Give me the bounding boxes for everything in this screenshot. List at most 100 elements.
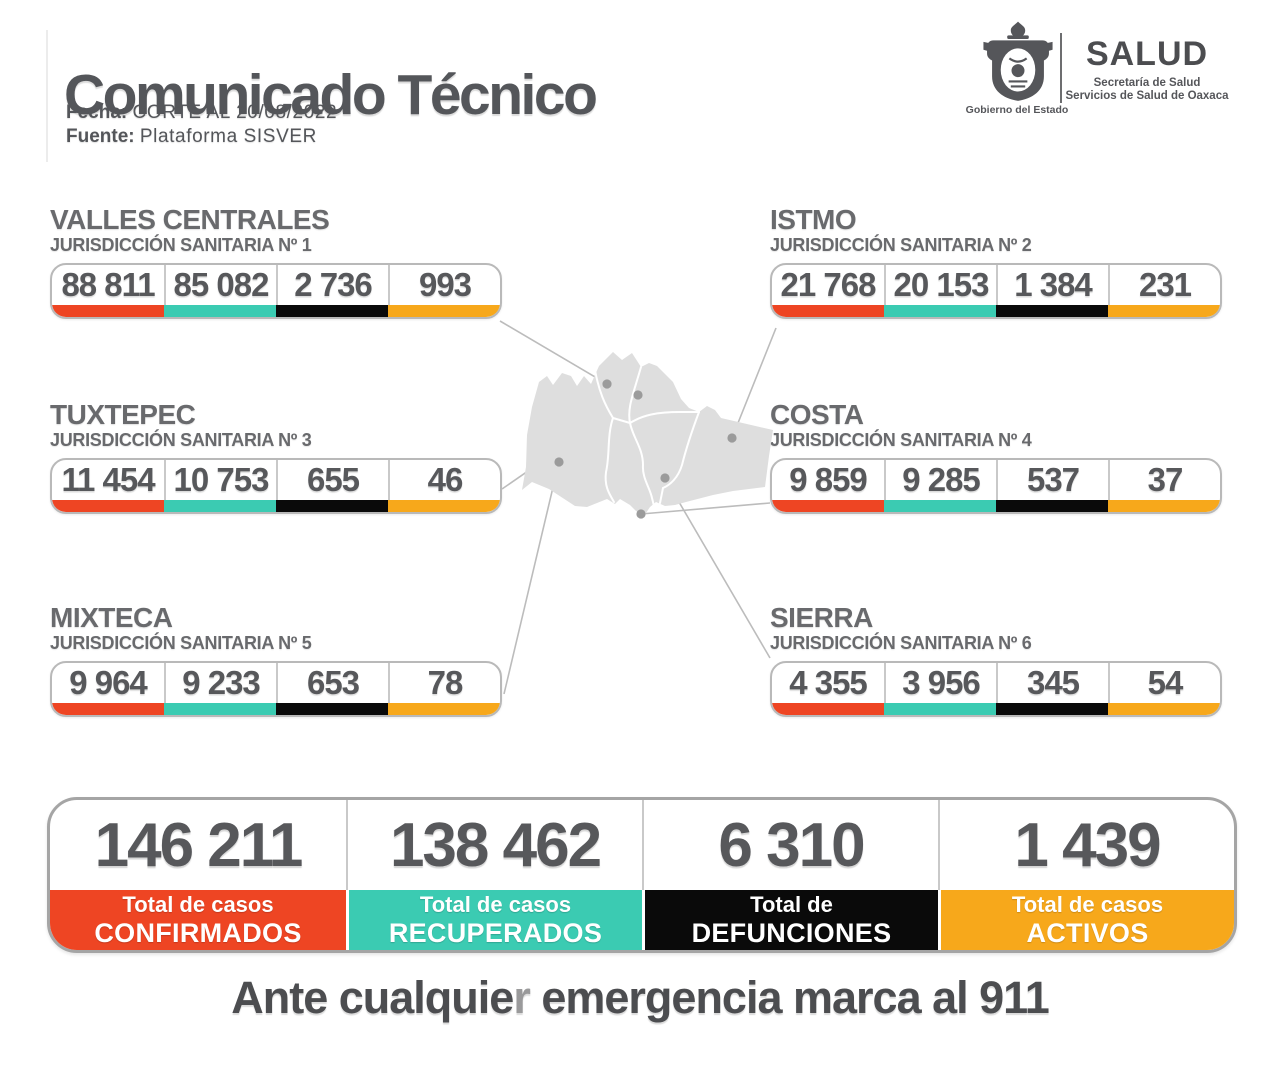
confirmed-color-bar	[52, 703, 164, 715]
emergency-message: Ante cualquier emergencia marca al 911	[231, 972, 1049, 1023]
active-value: 46	[388, 460, 500, 500]
active-cell: 37	[1108, 460, 1220, 512]
active-cell: 46	[388, 460, 500, 512]
region-name: COSTA	[770, 399, 864, 430]
recovered-value: 10 753	[164, 460, 276, 500]
jurisdiction-table: 4 355 3 956 345 54	[770, 661, 1222, 717]
recovered-cell: 3 956	[884, 663, 996, 715]
active-value: 993	[388, 265, 500, 305]
jurisdiction-table: 11 454 10 753 655 46	[50, 458, 502, 514]
jurisdiction-card-sierra: SIERRA JURISDICCIÓN SANITARIA Nº 6 4 355…	[770, 603, 1222, 717]
region-subtitle: JURISDICCIÓN SANITARIA Nº 1	[50, 235, 312, 255]
decorative-left-line	[46, 30, 48, 162]
deaths-value: 2 736	[276, 265, 388, 305]
confirmed-cell: 88 811	[52, 265, 164, 317]
recovered-value: 85 082	[164, 265, 276, 305]
confirmed-cell: 9 964	[52, 663, 164, 715]
jurisdiction-card-valles-centrales: VALLES CENTRALES JURISDICCIÓN SANITARIA …	[50, 205, 502, 319]
deaths-value: 345	[996, 663, 1108, 703]
internal-region-borders	[594, 366, 700, 507]
active-color-bar	[388, 703, 500, 715]
recovered-color-bar	[884, 500, 996, 512]
jurisdiction-card-mixteca: MIXTECA JURISDICCIÓN SANITARIA Nº 5 9 96…	[50, 603, 502, 717]
confirmed-cell: 9 859	[772, 460, 884, 512]
logo-divider	[1060, 33, 1062, 103]
total-recuperados-label: Total de casos RECUPERADOS	[346, 890, 642, 950]
confirmed-color-bar	[772, 305, 884, 317]
jurisdiction-table: 88 811 85 082 2 736 993	[50, 263, 502, 319]
recovered-value: 9 233	[164, 663, 276, 703]
jurisdiction-card-istmo: ISTMO JURISDICCIÓN SANITARIA Nº 2 21 768…	[770, 205, 1222, 319]
connector-lines	[499, 320, 777, 695]
active-color-bar	[1108, 305, 1220, 317]
state-coat-of-arms-icon	[982, 20, 1054, 109]
deaths-cell: 345	[996, 663, 1108, 715]
total-activos-label: Total de casos ACTIVOS	[938, 890, 1234, 950]
jurisdiction-table: 21 768 20 153 1 384 231	[770, 263, 1222, 319]
recovered-value: 20 153	[884, 265, 996, 305]
confirmed-color-bar	[52, 305, 164, 317]
government-caption: Gobierno del Estado	[965, 104, 1069, 116]
source-line: Fuente: Plataforma SISVER	[66, 126, 317, 148]
recovered-cell: 85 082	[164, 265, 276, 317]
logo-subtitle-2: Servicios de Salud de Oaxaca	[1065, 90, 1229, 102]
confirmed-value: 11 454	[61, 461, 155, 498]
deaths-cell: 1 384	[996, 265, 1108, 317]
recovered-cell: 9 233	[164, 663, 276, 715]
total-recuperados-card: 138 462 Total de casos RECUPERADOS	[346, 800, 642, 950]
active-value: 37	[1108, 460, 1220, 500]
confirmed-value: 21 768	[780, 266, 877, 303]
health-department-logo: SALUD Secretaría de Salud Servicios de S…	[1062, 36, 1232, 103]
confirmed-color-bar	[772, 703, 884, 715]
active-value: 54	[1108, 663, 1220, 703]
confirmed-value: 88 811	[61, 266, 155, 303]
jurisdiction-table: 9 964 9 233 653 78	[50, 661, 502, 717]
total-defunciones-label: Total de DEFUNCIONES	[642, 890, 938, 950]
jurisdiction-table: 9 859 9 285 537 37	[770, 458, 1222, 514]
recovered-color-bar	[164, 500, 276, 512]
confirmed-color-bar	[52, 500, 164, 512]
recovered-color-bar	[164, 305, 276, 317]
region-name: ISTMO	[770, 204, 857, 235]
deaths-value: 655	[276, 460, 388, 500]
active-color-bar	[388, 305, 500, 317]
active-cell: 231	[1108, 265, 1220, 317]
total-recuperados-value: 138 462	[346, 800, 642, 890]
active-value: 78	[388, 663, 500, 703]
date-line: Fecha: CORTE AL 20/08/2022	[66, 102, 337, 124]
deaths-value: 1 384	[996, 265, 1108, 305]
confirmed-cell: 11 454	[52, 460, 164, 512]
region-subtitle: JURISDICCIÓN SANITARIA Nº 3	[50, 430, 312, 450]
deaths-color-bar	[996, 305, 1108, 317]
region-name: SIERRA	[770, 602, 873, 633]
recovered-value: 9 285	[884, 460, 996, 500]
deaths-value: 653	[276, 663, 388, 703]
region-subtitle: JURISDICCIÓN SANITARIA Nº 2	[770, 235, 1032, 255]
recovered-cell: 9 285	[884, 460, 996, 512]
deaths-cell: 2 736	[276, 265, 388, 317]
jurisdiction-card-tuxtepec: TUXTEPEC JURISDICCIÓN SANITARIA Nº 3 11 …	[50, 400, 502, 514]
page-title: Comunicado Técnico	[64, 63, 598, 128]
deaths-color-bar	[996, 500, 1108, 512]
active-value: 231	[1108, 265, 1220, 305]
deaths-color-bar	[276, 305, 388, 317]
active-color-bar	[1108, 500, 1220, 512]
active-cell: 993	[388, 265, 500, 317]
confirmed-color-bar	[772, 500, 884, 512]
recovered-color-bar	[164, 703, 276, 715]
confirmed-value: 9 859	[789, 461, 868, 498]
recovered-color-bar	[884, 305, 996, 317]
confirmed-cell: 21 768	[772, 265, 884, 317]
source-label: Fuente:	[66, 126, 135, 147]
deaths-cell: 655	[276, 460, 388, 512]
deaths-value: 537	[996, 460, 1108, 500]
total-confirmados-label: Total de casos CONFIRMADOS	[50, 890, 346, 950]
region-name: VALLES CENTRALES	[50, 204, 330, 235]
state-silhouette	[522, 352, 773, 516]
deaths-color-bar	[276, 703, 388, 715]
region-subtitle: JURISDICCIÓN SANITARIA Nº 5	[50, 633, 312, 653]
recovered-cell: 20 153	[884, 265, 996, 317]
date-label: Fecha:	[66, 102, 128, 123]
deaths-color-bar	[276, 500, 388, 512]
logo-subtitle-1: Secretaría de Salud	[1093, 77, 1201, 89]
